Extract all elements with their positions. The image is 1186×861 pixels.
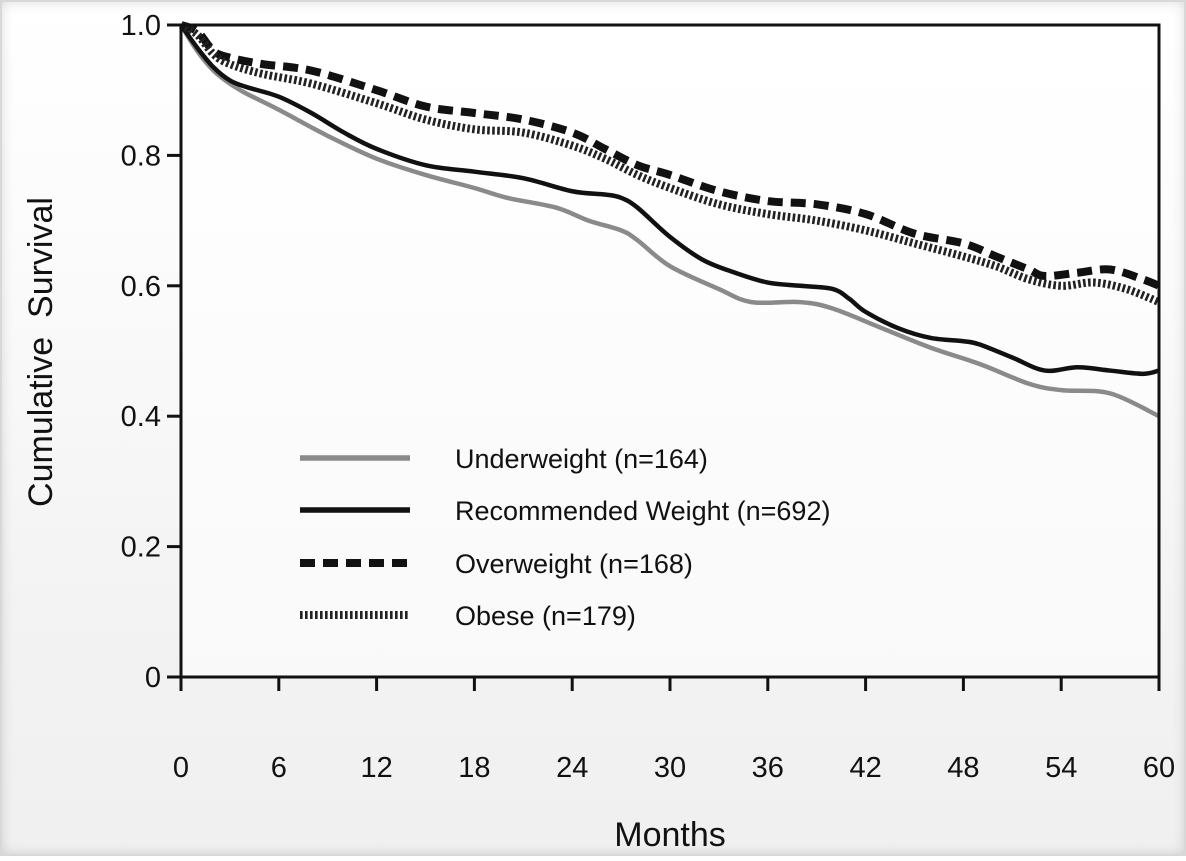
y-tick-label-0: 0 (145, 662, 161, 694)
series-line-3 (178, 21, 1161, 306)
x-tick-label-10: 60 (1143, 752, 1175, 784)
x-tick-label-1: 6 (271, 752, 287, 784)
y-axis-title: Cumulative Survival (22, 197, 60, 507)
legend: Underweight (n=164) Recommended Weight (n… (300, 444, 830, 631)
x-tick-label-4: 24 (556, 752, 588, 784)
x-tick-label-3: 18 (458, 752, 490, 784)
series-line-0 (179, 23, 1160, 419)
legend-label-2: Overweight (n=168) (455, 549, 693, 579)
y-tick-label-2: 0.4 (121, 401, 161, 433)
axes: 0 6 12 18 24 30 36 42 48 54 60 0 0.2 0.4 0.6 0.8 1.0 (121, 10, 1175, 784)
y-tick-label-5: 1.0 (121, 10, 161, 42)
x-tick-label-7: 42 (849, 752, 881, 784)
x-tick-label-5: 30 (654, 752, 686, 784)
x-axis-title: Months (614, 816, 726, 854)
plot-marks (178, 21, 1161, 419)
y-tick-label-3: 0.6 (121, 271, 161, 303)
legend-label-0: Underweight (n=164) (455, 444, 708, 474)
x-tick-label-0: 0 (173, 752, 189, 784)
x-tick-label-2: 12 (360, 752, 392, 784)
x-tick-label-8: 48 (947, 752, 979, 784)
legend-label-1: Recommended Weight (n=692) (455, 496, 830, 526)
y-tick-label-4: 0.8 (121, 140, 161, 172)
series-line-2 (179, 21, 1161, 290)
x-tick-label-9: 54 (1045, 752, 1077, 784)
x-tick-label-6: 36 (752, 752, 784, 784)
y-tick-label-1: 0.2 (121, 532, 161, 564)
series-line-1 (179, 23, 1160, 377)
legend-label-3: Obese (n=179) (455, 601, 636, 631)
